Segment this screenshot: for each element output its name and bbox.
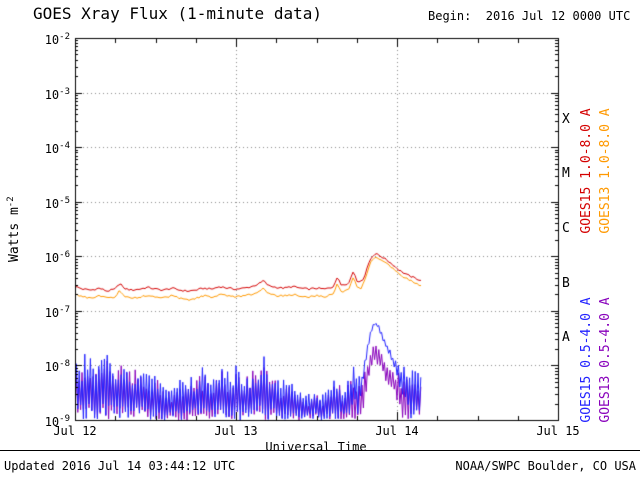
credit-label: NOAA/SWPC Boulder, CO USA bbox=[455, 459, 636, 473]
y-tick-label: 10-7 bbox=[44, 304, 70, 320]
y-tick-label: 10-8 bbox=[44, 359, 70, 375]
y-tick-label: 10-6 bbox=[44, 250, 70, 266]
x-tick-label: Jul 14 bbox=[375, 424, 419, 438]
x-axis-title: Universal Time bbox=[265, 440, 367, 454]
legend-goes13-short: GOES13 0.5-4.0 A bbox=[598, 297, 613, 423]
legend-goes15-long: GOES15 1.0-8.0 A bbox=[579, 108, 594, 234]
y-axis-title-exponent: -2 bbox=[5, 196, 16, 208]
x-tick-label: Jul 13 bbox=[214, 424, 258, 438]
y-axis-title: Watts m-2 bbox=[6, 159, 22, 299]
updated-timestamp: Updated 2016 Jul 14 03:44:12 UTC bbox=[4, 459, 236, 473]
flare-class-letter: C bbox=[562, 221, 570, 236]
flare-class-letter: B bbox=[562, 275, 570, 291]
y-tick-label: 10-5 bbox=[44, 195, 70, 211]
chart-title: GOES Xray Flux (1-minute data) bbox=[33, 4, 322, 23]
begin-time-label: Begin: 2016 Jul 12 0000 UTC bbox=[428, 9, 631, 23]
footer-divider bbox=[0, 450, 640, 451]
y-tick-label: 10-9 bbox=[44, 414, 70, 429]
x-tick-label: Jul 15 bbox=[536, 424, 580, 438]
y-tick-label: 10-3 bbox=[44, 86, 70, 102]
flare-class-letter: M bbox=[562, 166, 570, 182]
flare-class-letter: X bbox=[562, 111, 570, 127]
y-axis-title-base: Watts m bbox=[7, 207, 23, 262]
flare-class-letter: A bbox=[562, 330, 570, 346]
y-tick-label: 10-2 bbox=[44, 32, 70, 47]
x-tick-label: Jul 12 bbox=[53, 424, 97, 438]
legend-goes13-long: GOES13 1.0-8.0 A bbox=[598, 108, 613, 234]
y-tick-label: 10-4 bbox=[44, 141, 70, 157]
legend-goes15-short: GOES15 0.5-4.0 A bbox=[579, 297, 594, 423]
